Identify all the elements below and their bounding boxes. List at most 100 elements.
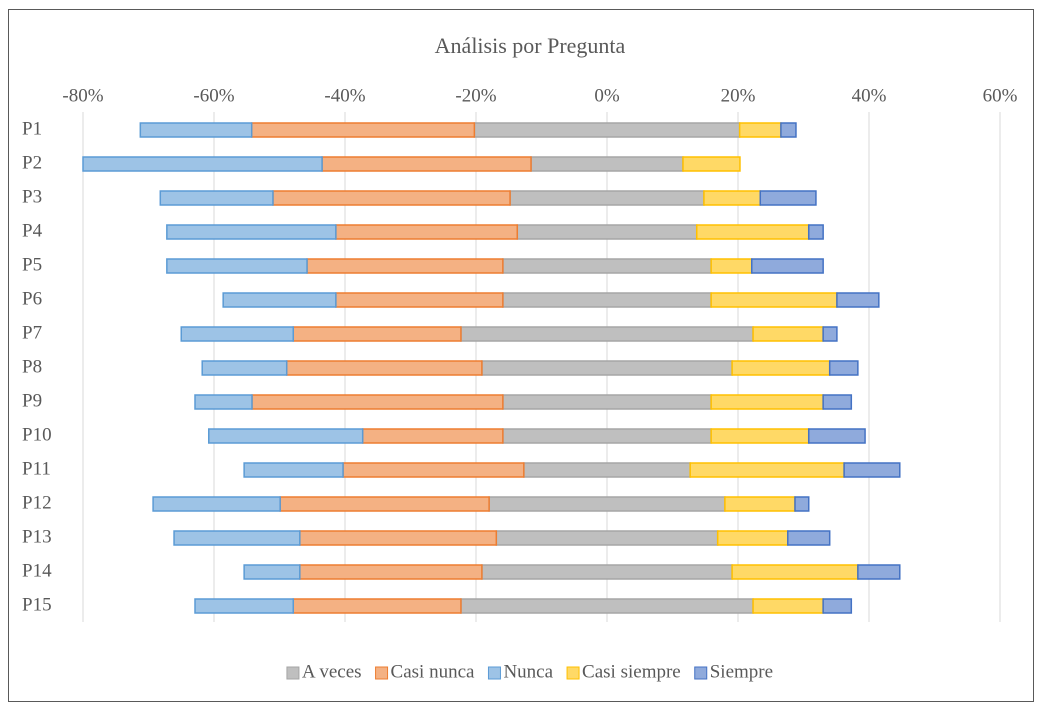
bar-segment [752, 326, 824, 342]
y-tick-label: P9 [22, 390, 42, 411]
bar-segment [299, 564, 483, 580]
bar-segment [299, 530, 498, 546]
bar-segment [306, 258, 504, 274]
bar-segment [159, 190, 274, 206]
chart-border [8, 9, 1034, 702]
bar-segment [822, 598, 853, 614]
bar-segment [516, 224, 698, 240]
bar-segment [857, 564, 901, 580]
bar-segment [285, 360, 483, 376]
bar-segment [180, 326, 295, 342]
legend-label: A veces [302, 661, 362, 682]
bar-segment [695, 224, 810, 240]
y-tick-label: P15 [22, 594, 52, 615]
bar-segment [481, 360, 733, 376]
legend-label: Nunca [503, 661, 553, 682]
bar-segment [208, 428, 364, 444]
x-tick-label: 60% [983, 85, 1018, 106]
bar-segment [822, 394, 853, 410]
bar-segment [152, 496, 281, 512]
bar-segment [509, 190, 705, 206]
bar-segment [502, 394, 712, 410]
bar-segment [222, 292, 337, 308]
bar-segment [502, 428, 712, 444]
bar-segment [166, 258, 308, 274]
x-tick-label: 20% [721, 85, 756, 106]
bar-segment [751, 258, 824, 274]
bar-segment [807, 428, 866, 444]
legend-swatch [566, 666, 580, 680]
bar-segment [731, 564, 859, 580]
bar-segment [828, 360, 859, 376]
bar-segment [460, 598, 754, 614]
bar-segment [710, 258, 753, 274]
bar-segment [243, 462, 344, 478]
bar-segment [82, 156, 323, 172]
bar-segment [481, 564, 733, 580]
y-tick-label: P12 [22, 492, 52, 513]
y-tick-label: P6 [22, 288, 42, 309]
bar-segment [843, 462, 901, 478]
bar-segment [460, 326, 754, 342]
y-tick-label: P8 [22, 356, 42, 377]
chart-title: Análisis por Pregunta [435, 33, 626, 58]
bar-segment [243, 564, 301, 580]
y-tick-label: P5 [22, 254, 42, 275]
bar-segment [502, 258, 712, 274]
y-tick-label: P2 [22, 152, 42, 173]
legend: A veces Casi nunca Nunca Casi siempre Siempr… [286, 661, 773, 682]
x-tick-label: 40% [852, 85, 887, 106]
y-tick-label: P4 [22, 220, 43, 241]
bar-segment [173, 530, 301, 546]
bar-segment [502, 292, 712, 308]
legend-label: Siempre [710, 661, 773, 682]
bar-segment [335, 224, 519, 240]
bar-segment [807, 224, 824, 240]
bar-segment [292, 326, 462, 342]
bar-segment [731, 360, 831, 376]
bar-segment [759, 190, 817, 206]
y-tick-label: P3 [22, 186, 42, 207]
bar-segment [682, 156, 741, 172]
x-tick-label: -60% [193, 85, 234, 106]
bar-segment [251, 394, 504, 410]
legend-label: Casi siempre [582, 661, 681, 682]
bar-segment [724, 496, 796, 512]
bar-segment [794, 496, 810, 512]
legend-swatch [375, 666, 389, 680]
y-tick-label: P1 [22, 118, 42, 139]
bar-segment [272, 190, 511, 206]
bar-segment [703, 190, 762, 206]
bar-segment [822, 326, 838, 342]
bar-segment [139, 122, 253, 138]
bar-segment [710, 292, 838, 308]
bar-segment [194, 598, 295, 614]
bar-segment [710, 394, 824, 410]
bar-segment [194, 394, 253, 410]
bar-segment [292, 598, 462, 614]
y-tick-label: P11 [22, 458, 51, 479]
x-tick-label: 0% [594, 85, 620, 106]
x-tick-label: -40% [324, 85, 365, 106]
y-tick-label: P7 [22, 322, 42, 343]
legend-swatch [286, 666, 300, 680]
bar-segment [166, 224, 337, 240]
bar-segment [495, 530, 719, 546]
y-tick-label: P10 [22, 424, 52, 445]
bar-segment [201, 360, 288, 376]
legend-label: Casi nunca [391, 661, 475, 682]
bar-segment [530, 156, 684, 172]
bar-segment [321, 156, 532, 172]
bar-segment [473, 122, 741, 138]
bar-segment [361, 428, 504, 444]
y-tick-label: P13 [22, 526, 52, 547]
bar-segment [780, 122, 797, 138]
x-tick-label: -20% [455, 85, 496, 106]
bar-segment [716, 530, 789, 546]
bar-segment [689, 462, 845, 478]
bar-segment [279, 496, 490, 512]
legend-swatch [487, 666, 501, 680]
bar-segment [335, 292, 504, 308]
